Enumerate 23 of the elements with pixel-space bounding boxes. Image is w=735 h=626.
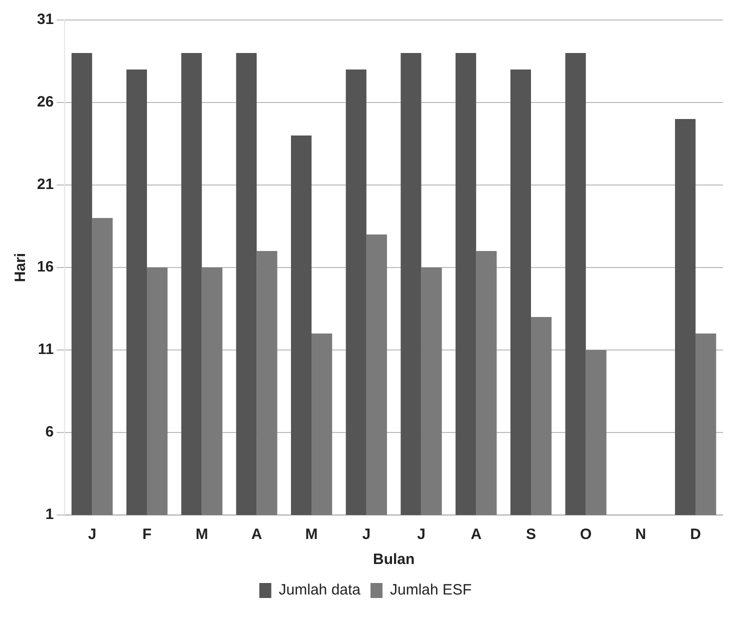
x-tick-label: J [362,526,371,544]
x-tick-label: A [470,526,482,544]
x-tick-label: J [88,526,96,544]
x-tick-label: F [142,526,152,544]
x-axis-title: Bulan [373,551,415,568]
y-tick-label: 21 [36,176,54,194]
x-tick-label: N [635,526,646,544]
x-tick-label: M [196,526,208,544]
x-tick-label: J [417,526,426,544]
x-tick-label: A [251,526,262,544]
legend-label: Jumlah data [278,582,362,599]
legend-label: Jumlah ESF [390,582,472,599]
y-tick-label: 11 [38,341,54,358]
y-tick-label: 6 [45,424,54,441]
x-tick-label: D [690,526,702,544]
x-tick-label: S [526,526,536,544]
x-tick-label: M [305,526,318,544]
y-tick-label: 31 [36,11,54,28]
y-axis-title: Hari [12,252,30,282]
y-tick-label: 1 [45,506,54,524]
y-tick-label: 26 [36,94,54,111]
x-tick-label: O [580,526,592,544]
y-tick-label: 16 [36,258,54,276]
